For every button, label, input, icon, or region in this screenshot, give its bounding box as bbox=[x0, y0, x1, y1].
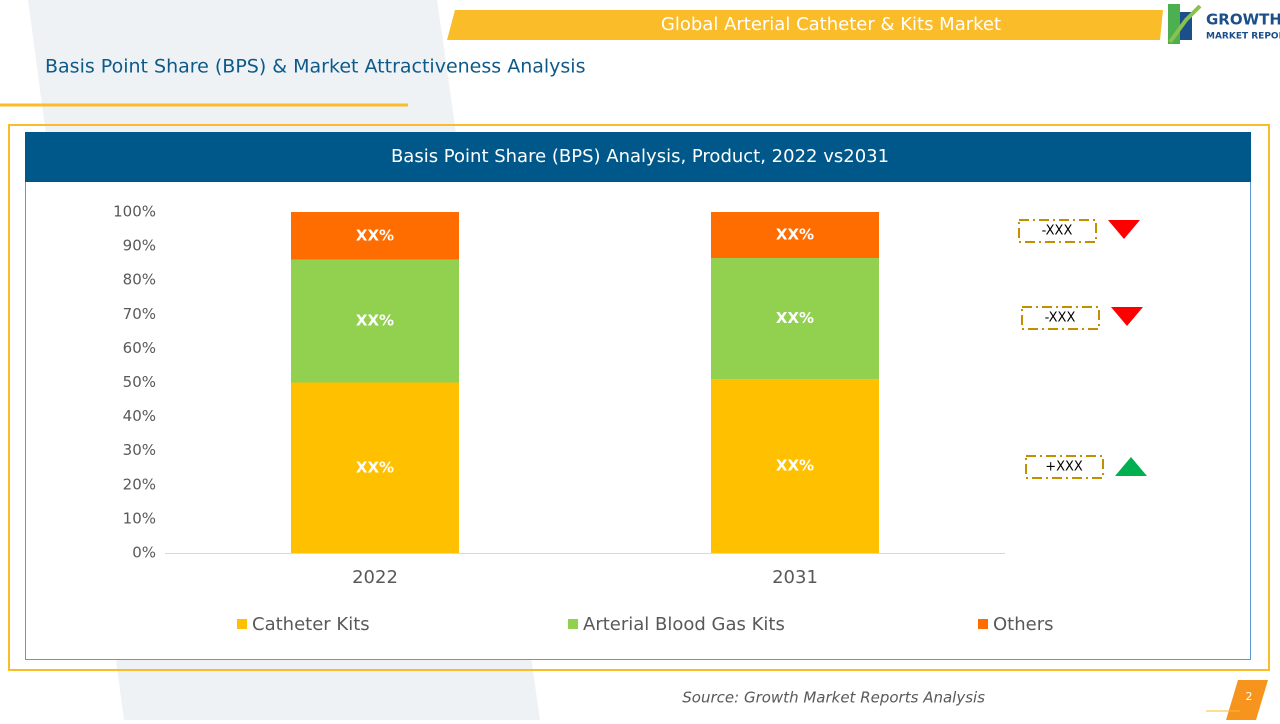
legend-swatch bbox=[978, 619, 988, 629]
bar-segment bbox=[291, 212, 459, 260]
legend-label: Others bbox=[993, 614, 1054, 635]
logo-text: GROWTH bbox=[1206, 11, 1280, 29]
logo-text: MARKET REPORTS bbox=[1206, 32, 1280, 42]
page-badge bbox=[1226, 680, 1268, 720]
data-label: XX% bbox=[356, 312, 394, 330]
y-tick-label: 80% bbox=[123, 271, 156, 289]
x-tick-label: 2022 bbox=[352, 567, 398, 588]
frame bbox=[8, 124, 1270, 671]
annotation-box bbox=[1025, 455, 1104, 479]
data-label: XX% bbox=[356, 458, 394, 476]
y-tick-label: 70% bbox=[123, 305, 156, 323]
y-tick-label: 20% bbox=[123, 475, 156, 493]
legend-label: Arterial Blood Gas Kits bbox=[583, 614, 785, 635]
y-tick-label: 30% bbox=[123, 441, 156, 459]
bar-segment bbox=[711, 212, 879, 259]
banner bbox=[447, 10, 1163, 40]
annotation-box bbox=[1018, 219, 1097, 243]
trend-arrow bbox=[1108, 220, 1140, 239]
y-tick-label: 60% bbox=[123, 339, 156, 357]
y-tick-label: 50% bbox=[123, 373, 156, 391]
banner-title: Global Arterial Catheter & Kits Market bbox=[661, 14, 1001, 35]
data-label: XX% bbox=[776, 309, 814, 327]
trend-arrow bbox=[1111, 307, 1143, 326]
annotation-label: +XXX bbox=[1045, 460, 1083, 475]
y-tick-label: 10% bbox=[123, 509, 156, 527]
source: Source: Growth Market Reports Analysis bbox=[682, 689, 985, 707]
chart-title: Basis Point Share (BPS) Analysis, Produc… bbox=[391, 146, 889, 167]
data-label: XX% bbox=[356, 226, 394, 244]
trend-arrow bbox=[1115, 457, 1147, 476]
annotation-label: -XXX bbox=[1042, 224, 1073, 239]
page-number: 2 bbox=[1246, 690, 1253, 703]
bar-segment bbox=[291, 382, 459, 553]
chart-title-bar bbox=[25, 132, 1251, 182]
data-label: XX% bbox=[776, 457, 814, 475]
bar-segment bbox=[711, 258, 879, 380]
y-tick-label: 90% bbox=[123, 237, 156, 255]
y-tick-label: 0% bbox=[132, 544, 156, 562]
y-tick-label: 40% bbox=[123, 407, 156, 425]
bar-segment bbox=[291, 259, 459, 383]
legend-label: Catheter Kits bbox=[252, 614, 370, 635]
y-tick-label: 100% bbox=[113, 203, 156, 221]
bar-segment bbox=[711, 379, 879, 553]
chart-panel bbox=[25, 132, 1251, 660]
annotation-label: -XXX bbox=[1045, 311, 1076, 326]
x-tick-label: 2031 bbox=[772, 567, 818, 588]
subtitle: Basis Point Share (BPS) & Market Attract… bbox=[45, 56, 585, 78]
annotation-box bbox=[1021, 306, 1100, 330]
logo-arrow bbox=[1168, 4, 1202, 44]
legend-swatch bbox=[568, 619, 578, 629]
data-label: XX% bbox=[776, 226, 814, 244]
legend-swatch bbox=[237, 619, 247, 629]
